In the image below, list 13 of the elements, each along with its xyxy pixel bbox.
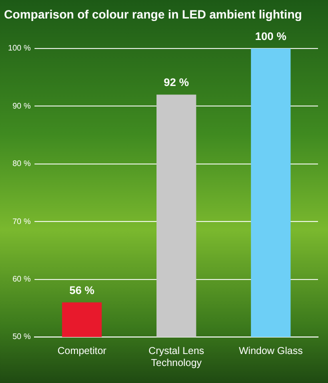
y-tick-label: 100 % xyxy=(8,44,31,53)
y-tick-label: 70 % xyxy=(12,216,31,226)
data-label: 92 % xyxy=(164,77,190,90)
chart-title: Comparison of colour range in LED ambient lighting xyxy=(4,8,302,22)
y-tick-label: 80 % xyxy=(12,159,31,168)
y-tick-label: 50 % xyxy=(12,332,31,342)
data-label: 56 % xyxy=(69,284,95,297)
y-tick-label: 90 % xyxy=(12,101,31,110)
x-tick-label: Window Glass xyxy=(238,346,303,357)
y-tick-label: 60 % xyxy=(12,274,31,284)
x-tick-label: Crystal Lens Technology xyxy=(148,346,204,369)
data-label: 100 % xyxy=(255,30,287,43)
x-tick-label: Competitor xyxy=(57,346,108,357)
